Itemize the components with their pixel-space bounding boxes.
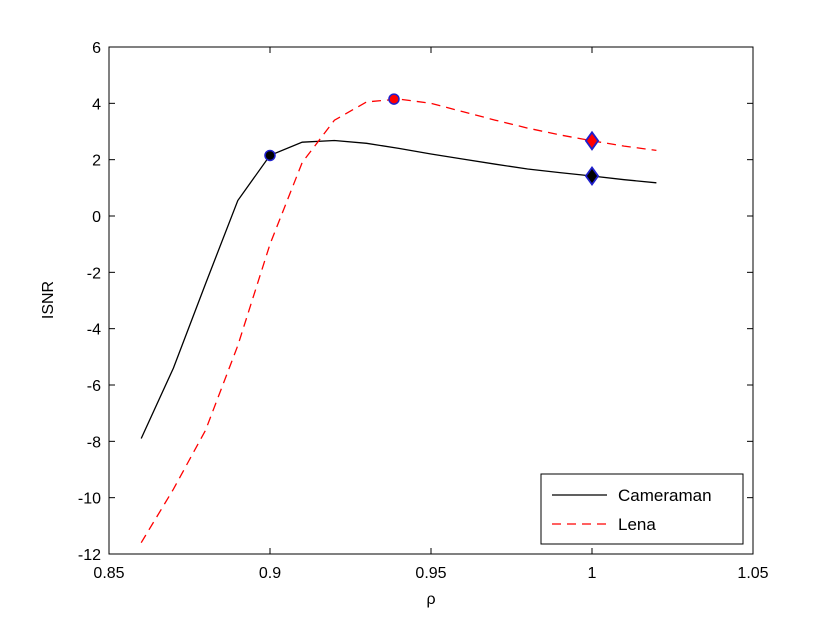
y-tick-label: 4 <box>92 96 101 113</box>
plot-frame <box>108 46 754 555</box>
series-lines <box>140 98 657 544</box>
legend: Cameraman Lena <box>540 473 744 545</box>
y-tick-label: -2 <box>87 265 101 282</box>
x-tick-label: 1 <box>588 565 597 582</box>
x-tick-label: 1.05 <box>737 565 768 582</box>
marker-layer <box>264 93 600 187</box>
x-tick-label: 0.9 <box>259 565 281 582</box>
x-tick-label: 0.85 <box>93 565 124 582</box>
x-tick-label: 0.95 <box>415 565 446 582</box>
y-tick-label: -10 <box>78 491 101 508</box>
legend-box <box>540 473 744 545</box>
y-ticks: -12 -10 -8 -6 -4 -2 0 2 4 6 <box>78 40 753 564</box>
series-line-lena <box>140 98 657 544</box>
marker-cameraman-circle <box>264 149 276 162</box>
y-axis-label: ISNR <box>40 281 57 319</box>
marker-cameraman-diamond <box>584 165 600 187</box>
y-tick-label: 0 <box>92 209 101 226</box>
marker-lena-diamond <box>584 130 600 151</box>
y-tick-label: -8 <box>87 434 101 451</box>
x-axis-label: ρ <box>426 591 435 608</box>
x-ticks: 0.85 0.9 0.95 1 1.05 <box>93 47 769 582</box>
marker-lena-circle <box>388 93 400 105</box>
legend-label-cameraman: Cameraman <box>618 486 712 505</box>
y-tick-label: 2 <box>92 153 101 170</box>
y-tick-label: -12 <box>78 547 101 564</box>
y-tick-label: -6 <box>87 378 101 395</box>
plot-area <box>109 47 753 554</box>
series-line-cameraman <box>140 139 657 439</box>
legend-label-lena: Lena <box>618 515 656 534</box>
y-tick-label: 6 <box>92 40 101 57</box>
y-tick-label: -4 <box>87 322 101 339</box>
